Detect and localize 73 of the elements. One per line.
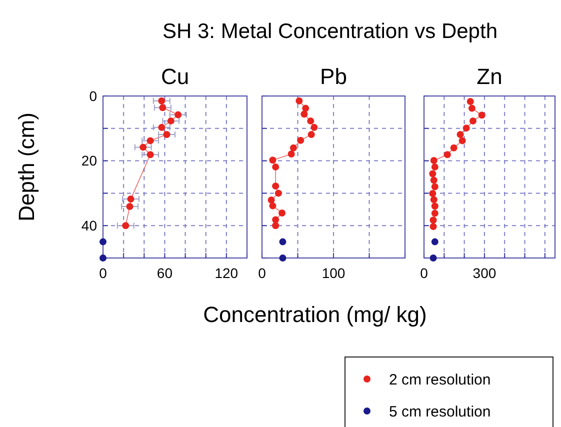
point bbox=[122, 222, 130, 230]
point bbox=[158, 97, 166, 104]
point bbox=[269, 156, 276, 164]
point bbox=[478, 112, 486, 119]
x-axis-title: Concentration (mg/ kg) bbox=[203, 302, 427, 327]
point bbox=[307, 117, 314, 124]
point bbox=[430, 196, 438, 204]
point bbox=[458, 137, 466, 144]
point bbox=[167, 117, 174, 124]
point bbox=[462, 124, 470, 132]
point bbox=[288, 150, 295, 158]
x-tick-label: 60 bbox=[156, 265, 173, 281]
point bbox=[278, 209, 286, 216]
point bbox=[450, 144, 458, 152]
point bbox=[146, 151, 154, 158]
x-tick-label: 300 bbox=[472, 265, 496, 281]
point bbox=[290, 144, 297, 152]
point bbox=[430, 223, 437, 230]
point bbox=[297, 136, 304, 144]
point bbox=[302, 104, 310, 112]
point bbox=[159, 104, 166, 112]
point bbox=[308, 131, 315, 138]
point bbox=[430, 216, 437, 224]
point bbox=[431, 163, 438, 170]
point bbox=[100, 254, 106, 262]
y-tick-label: 40 bbox=[81, 218, 98, 234]
point bbox=[158, 124, 166, 131]
point bbox=[456, 131, 464, 138]
chart-title: Pb bbox=[320, 64, 347, 89]
point bbox=[272, 182, 280, 190]
legend-label: 2 cm resolution bbox=[389, 371, 491, 388]
chart-title: Cu bbox=[160, 64, 190, 89]
point bbox=[279, 254, 286, 262]
y-tick-label: 20 bbox=[81, 152, 98, 169]
x-tick-label: 0 bbox=[420, 265, 428, 281]
point bbox=[431, 210, 438, 217]
point bbox=[174, 111, 182, 118]
y-tick-label: 0 bbox=[89, 88, 98, 104]
point bbox=[431, 238, 438, 246]
point bbox=[429, 170, 436, 178]
point bbox=[468, 104, 476, 112]
point bbox=[469, 117, 476, 124]
point bbox=[444, 151, 451, 158]
point bbox=[272, 163, 280, 170]
chart-subtitle: SH 3: Metal Concentration vs Depth bbox=[162, 20, 498, 43]
point bbox=[163, 131, 170, 138]
point bbox=[466, 98, 474, 106]
x-tick-label: 0 bbox=[258, 265, 266, 281]
point bbox=[274, 190, 282, 197]
point bbox=[431, 183, 438, 190]
point bbox=[146, 137, 154, 144]
point bbox=[430, 156, 438, 164]
point bbox=[430, 176, 438, 184]
point bbox=[127, 196, 134, 203]
legend-label: 5 cm resolution bbox=[389, 403, 491, 420]
point bbox=[296, 97, 303, 104]
point bbox=[300, 110, 308, 118]
chart-title: Zn bbox=[476, 64, 502, 89]
point bbox=[268, 196, 275, 204]
point bbox=[272, 222, 280, 230]
y-axis-title: Depth (cm) bbox=[14, 112, 39, 222]
x-tick-label: 120 bbox=[214, 265, 238, 281]
point bbox=[429, 190, 436, 198]
point bbox=[431, 202, 438, 210]
point bbox=[279, 238, 286, 246]
point bbox=[140, 144, 147, 151]
point bbox=[310, 124, 318, 131]
x-tick-label: 100 bbox=[322, 265, 346, 281]
point bbox=[100, 238, 106, 246]
x-tick-label: 0 bbox=[99, 265, 108, 281]
point bbox=[430, 254, 437, 262]
point bbox=[126, 202, 134, 210]
point bbox=[269, 202, 276, 210]
